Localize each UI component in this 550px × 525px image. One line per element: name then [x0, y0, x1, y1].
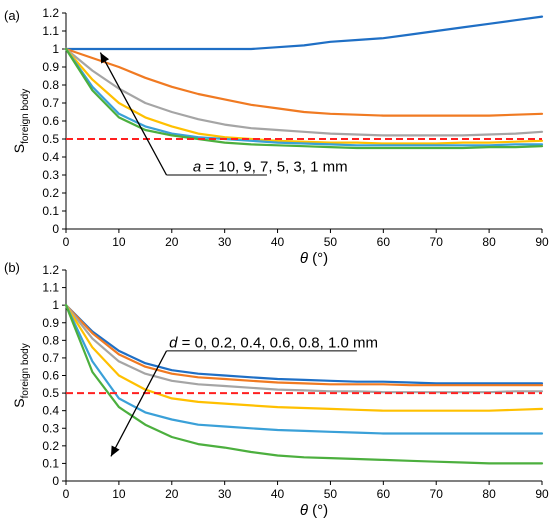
x-tick-label: 70 [430, 487, 444, 501]
y-tick-label: 0 [52, 222, 59, 236]
annotation-values: = 10, 9, 7, 5, 3, 1 mm [201, 158, 347, 175]
y-tick-label: 0.7 [42, 96, 59, 110]
x-tick-label: 90 [535, 235, 549, 249]
series-line-5 [64, 304, 544, 435]
x-axis-label-unit: (°) [308, 250, 328, 267]
y-tick-label: 0.1 [42, 456, 59, 470]
x-tick-label: 70 [430, 235, 444, 249]
y-axis-label: Sforeign body [11, 89, 31, 153]
annotation-arrow-shaft [99, 52, 168, 176]
y-tick-label: 1.1 [42, 24, 59, 38]
series-line-2 [64, 47, 544, 117]
annotation-text: d = 0, 0.2, 0.4, 0.6, 0.8, 1.0 mm [169, 334, 378, 351]
x-tick-label: 30 [218, 487, 232, 501]
y-tick-label: 1 [52, 298, 59, 312]
y-axis-label: Sforeign body [11, 343, 31, 407]
y-tick-label: 0.6 [42, 369, 59, 383]
x-tick-label: 50 [324, 487, 338, 501]
x-axis-label: θ (°) [300, 502, 328, 519]
x-tick-label: 30 [218, 235, 232, 249]
x-tick-label: 0 [63, 235, 70, 249]
y-tick-label: 0.2 [42, 186, 59, 200]
annotation-text: a = 10, 9, 7, 5, 3, 1 mm [193, 158, 348, 175]
series-line-1 [64, 304, 544, 385]
series-line-5 [64, 47, 544, 147]
x-axis-label-variable: θ [300, 250, 308, 267]
y-tick-label: 1.2 [42, 263, 59, 277]
annotation-arrow-head [110, 445, 120, 457]
x-tick-label: 20 [165, 487, 179, 501]
x-tick-label: 10 [112, 235, 126, 249]
x-axis-label-variable: θ [300, 502, 308, 519]
y-axis-label-subscript: foreign body [20, 89, 31, 144]
y-tick-label: 1.2 [42, 6, 59, 20]
x-tick-label: 0 [63, 487, 70, 501]
annotation-variable: a [193, 158, 201, 175]
chart-panel-b: 0 0.1 0.2 0.3 0.4 0.5 0.6 0.7 0.8 0.9 1 1.1 1.2 0 10 20… [4, 260, 549, 519]
y-tick-label: 0.6 [42, 114, 59, 128]
y-axis-label-main: S [11, 144, 27, 153]
y-tick-label: 0.9 [42, 316, 59, 330]
x-tick-label: 80 [482, 235, 496, 249]
y-tick-label: 1.1 [42, 281, 59, 295]
series-line-1 [64, 15, 544, 51]
y-tick-label: 1 [52, 42, 59, 56]
y-tick-label: 0.5 [42, 386, 59, 400]
y-tick-label: 0.7 [42, 351, 59, 365]
x-tick-label: 80 [482, 487, 496, 501]
series-line-4 [64, 304, 544, 412]
x-tick-label: 20 [165, 235, 179, 249]
y-tick-label: 0.2 [42, 439, 59, 453]
x-tick-label: 60 [377, 487, 391, 501]
x-tick-label: 60 [377, 235, 391, 249]
y-tick-label: 0 [52, 474, 59, 488]
y-tick-label: 0.5 [42, 132, 59, 146]
x-tick-label: 90 [535, 487, 549, 501]
y-tick-label: 0.3 [42, 421, 59, 435]
series-line-6 [64, 47, 544, 150]
x-tick-label: 50 [324, 235, 338, 249]
annotation-arrow-head [100, 52, 110, 64]
x-axis-label-unit: (°) [308, 502, 328, 519]
annotation-values: = 0, 0.2, 0.4, 0.6, 0.8, 1.0 mm [177, 334, 378, 351]
y-tick-label: 0.4 [42, 404, 59, 418]
series-line-3 [64, 47, 544, 137]
chart-panel-a: 0 0.1 0.2 0.3 0.4 0.5 0.6 0.7 0.8 0.9 1 1.1 1.2 0 10 20… [4, 6, 549, 267]
y-tick-label: 0.9 [42, 60, 59, 74]
x-axis-label: θ (°) [300, 250, 328, 267]
y-axis-label-subscript: foreign body [20, 343, 31, 398]
series-line-6 [64, 304, 544, 465]
y-tick-label: 0.8 [42, 333, 59, 347]
annotation-variable: d [169, 334, 178, 351]
x-tick-label: 40 [271, 235, 285, 249]
y-axis-label-main: S [11, 398, 27, 407]
x-tick-label: 40 [271, 487, 285, 501]
y-tick-label: 0.3 [42, 168, 59, 182]
y-tick-label: 0.4 [42, 150, 59, 164]
y-tick-label: 0.8 [42, 78, 59, 92]
series-line-2 [64, 304, 544, 387]
panel-label: (a) [4, 8, 20, 23]
series-line-4 [64, 47, 544, 145]
annotation-arrow-shaft [110, 350, 168, 457]
panel-label: (b) [4, 260, 20, 275]
x-tick-label: 10 [112, 487, 126, 501]
y-tick-label: 0.1 [42, 204, 59, 218]
